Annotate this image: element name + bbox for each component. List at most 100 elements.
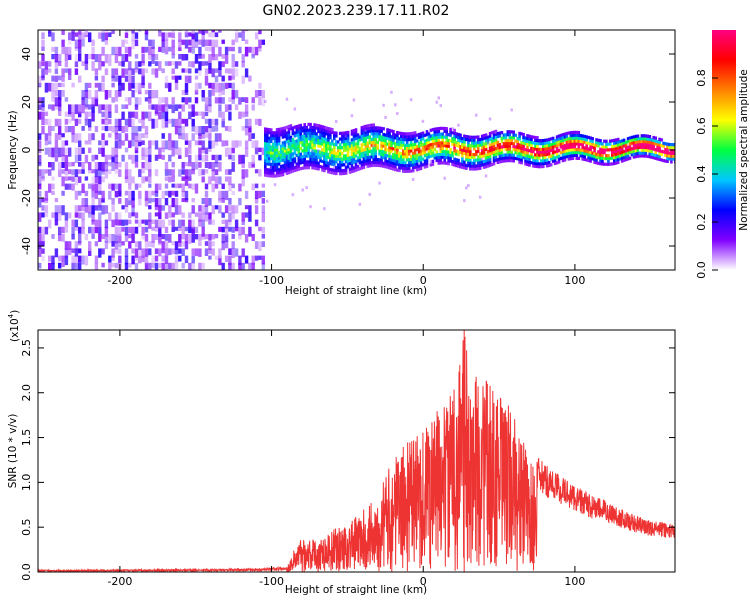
spectrogram-cell <box>154 154 159 161</box>
spectrogram-cell <box>518 146 521 150</box>
spectrogram-cell <box>271 168 275 172</box>
spectrogram-cell <box>569 134 573 138</box>
spectrogram-cell <box>500 148 504 152</box>
spectrogram-cell <box>211 126 215 132</box>
spectrogram-cell <box>366 161 370 165</box>
spectrogram-cell <box>224 147 229 157</box>
spectrogram-cell <box>338 151 342 156</box>
spectrogram-cell <box>530 149 533 153</box>
spectrogram-cell <box>354 131 358 135</box>
spectrogram-cell <box>486 161 490 165</box>
spectrogram-cell <box>352 160 356 164</box>
spectrogram-cell <box>469 152 472 157</box>
spectrogram-cell <box>228 183 232 192</box>
spectrogram-cell <box>275 128 279 132</box>
spectrogram-cell <box>327 129 330 134</box>
spectrogram-cell <box>108 162 112 167</box>
spectrogram-cell <box>211 82 215 90</box>
spectrogram-cell <box>581 137 584 141</box>
spectrogram-cell <box>583 146 586 150</box>
spectrogram-cell <box>628 148 632 152</box>
spectrogram-cell <box>603 156 606 161</box>
spectrogram-cell <box>415 156 419 160</box>
spectrogram-cell <box>285 163 289 167</box>
spectrogram-cell <box>61 133 65 138</box>
spectrogram-cell <box>228 212 232 223</box>
spectrogram-cell <box>646 143 650 147</box>
spectrogram-cell <box>620 159 624 163</box>
spectrogram-cell <box>666 154 669 158</box>
spectrogram-cell <box>297 156 301 160</box>
spectrogram-cell <box>48 255 52 262</box>
spectrogram-cell <box>301 160 304 164</box>
spectrogram-cell <box>134 226 139 234</box>
spectrogram-cell <box>482 142 486 146</box>
spectrogram-cell <box>323 131 326 135</box>
spectrogram-cell <box>138 68 142 75</box>
spectrogram-cell <box>488 149 492 153</box>
spectrogram-cell <box>51 104 55 111</box>
spectrogram-cell <box>370 129 374 133</box>
spectrogram-cell <box>305 151 308 155</box>
spectrogram-cell <box>368 158 372 162</box>
spectrogram-cell <box>378 129 381 133</box>
spectrogram-cell <box>194 154 199 165</box>
spectrogram-cell <box>64 61 69 68</box>
spectrogram-cell <box>482 148 486 152</box>
spectrogram-cell <box>251 262 255 270</box>
spectrogram-cell <box>94 176 99 184</box>
spectrogram-cell <box>484 147 488 151</box>
spectrogram-cell <box>181 183 185 193</box>
spectrogram-cell <box>648 152 652 156</box>
spectrogram-cell <box>211 169 215 178</box>
spectrogram-cell <box>344 136 348 141</box>
spectrogram-cell <box>398 168 401 173</box>
spectrogram-cell <box>573 150 577 155</box>
spectrogram-cell <box>374 163 377 167</box>
spectrogram-cell <box>614 147 618 151</box>
spectrogram-cell <box>273 142 277 146</box>
spectrogram-cell <box>41 205 45 211</box>
spectrogram-cell <box>198 147 202 158</box>
spectrogram-cell <box>121 61 125 67</box>
spectrogram-cell <box>654 150 657 155</box>
spectrogram-cell <box>98 226 102 234</box>
spectrogram-cell <box>394 150 397 154</box>
spectrogram-cell <box>161 241 165 250</box>
spectrogram-cell <box>441 146 444 151</box>
spectrogram-cell <box>480 137 484 141</box>
spectrogram-cell <box>94 169 99 178</box>
spectrogram-cell <box>362 148 366 152</box>
spectrogram-cell <box>171 97 175 105</box>
spectrogram-cell <box>520 155 523 159</box>
spectrogram-cell <box>453 149 456 153</box>
spectrogram-cell <box>38 262 42 269</box>
spectrogram-cell <box>148 212 152 222</box>
spectrogram-cell <box>425 164 429 168</box>
spectrogram-cell <box>561 153 565 157</box>
spectrogram-cell <box>354 168 358 172</box>
spectrogram-cell <box>384 144 387 149</box>
spectrogram-cell <box>64 226 69 233</box>
spectrogram-cell <box>68 147 72 157</box>
spectrogram-cell <box>198 205 202 212</box>
spectrogram-cell <box>427 132 431 136</box>
spectrogram-cell <box>101 61 105 67</box>
spectrogram-cell <box>356 133 360 137</box>
spectrogram-cell <box>313 129 316 133</box>
spectrogram-x-tick-label: -100 <box>259 274 284 287</box>
snr-y-tick-label: 1.0 <box>20 474 33 492</box>
spectrogram-cell <box>128 190 132 201</box>
spectrogram-cell <box>168 190 172 198</box>
spectrogram-cell <box>421 131 425 135</box>
spectrogram-cell <box>315 166 318 171</box>
spectrogram-cell <box>191 198 195 203</box>
spectrogram-cell <box>492 156 496 160</box>
spectrogram-cell <box>285 168 289 173</box>
spectrogram-cell <box>244 234 249 243</box>
spectrogram-cell <box>407 135 411 139</box>
spectrogram-cell <box>154 169 159 177</box>
spectrogram-cell <box>439 144 443 148</box>
spectrogram-cell <box>221 111 225 122</box>
spectrogram-cell <box>508 136 512 140</box>
